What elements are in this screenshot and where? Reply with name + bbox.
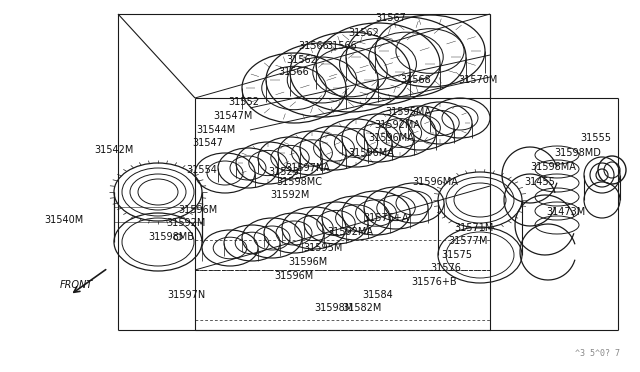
Text: FRONT: FRONT	[60, 280, 93, 290]
Text: 31598MC: 31598MC	[276, 177, 322, 187]
Text: 31598MA: 31598MA	[530, 162, 576, 172]
Text: 31555: 31555	[580, 133, 611, 143]
Text: 31598MB: 31598MB	[148, 232, 194, 242]
Text: 31523: 31523	[268, 167, 299, 177]
Text: 31592M: 31592M	[166, 218, 205, 228]
Text: 31595M: 31595M	[303, 243, 342, 253]
Text: 31597N: 31597N	[167, 290, 205, 300]
Text: 31596MA: 31596MA	[348, 148, 394, 158]
Text: 31562: 31562	[348, 28, 379, 38]
Text: 31568: 31568	[400, 75, 431, 85]
Text: 31540M: 31540M	[44, 215, 83, 225]
Text: 31582M: 31582M	[342, 303, 381, 313]
Text: 31596M: 31596M	[288, 257, 327, 267]
Text: 31566: 31566	[278, 67, 308, 77]
Text: 31544M: 31544M	[196, 125, 236, 135]
Text: 31571M: 31571M	[454, 223, 493, 233]
Text: 31576+B: 31576+B	[411, 277, 456, 287]
Text: 31598M: 31598M	[314, 303, 353, 313]
Text: 31570M: 31570M	[458, 75, 497, 85]
Text: 31567: 31567	[375, 13, 406, 23]
Text: 31577M: 31577M	[448, 236, 488, 246]
Text: 31592M: 31592M	[270, 190, 309, 200]
Text: 31576: 31576	[430, 263, 461, 273]
Text: 31554: 31554	[186, 165, 217, 175]
Text: 31584: 31584	[362, 290, 393, 300]
Text: 31566: 31566	[326, 41, 356, 51]
Text: 31575: 31575	[441, 250, 472, 260]
Text: 31547M: 31547M	[213, 111, 252, 121]
Text: 31592MA: 31592MA	[327, 227, 373, 237]
Text: 31547: 31547	[192, 138, 223, 148]
Text: 31473M: 31473M	[546, 207, 585, 217]
Text: ^3 5^0? 7: ^3 5^0? 7	[575, 349, 620, 358]
Text: 31566: 31566	[298, 41, 329, 51]
Text: 31592MA: 31592MA	[374, 120, 420, 130]
Text: 31596MA: 31596MA	[368, 133, 414, 143]
Text: 31552: 31552	[228, 97, 259, 107]
Text: 31455: 31455	[524, 177, 555, 187]
Text: 31596M: 31596M	[274, 271, 313, 281]
Text: 31576+A: 31576+A	[363, 213, 408, 223]
Text: 31595MA: 31595MA	[385, 107, 431, 117]
Text: 31596MA: 31596MA	[412, 177, 458, 187]
Text: 31542M: 31542M	[94, 145, 133, 155]
Text: 31596M: 31596M	[178, 205, 217, 215]
Text: 31598MD: 31598MD	[554, 148, 601, 158]
Text: 31597NA: 31597NA	[285, 163, 330, 173]
Text: 31562: 31562	[286, 55, 317, 65]
